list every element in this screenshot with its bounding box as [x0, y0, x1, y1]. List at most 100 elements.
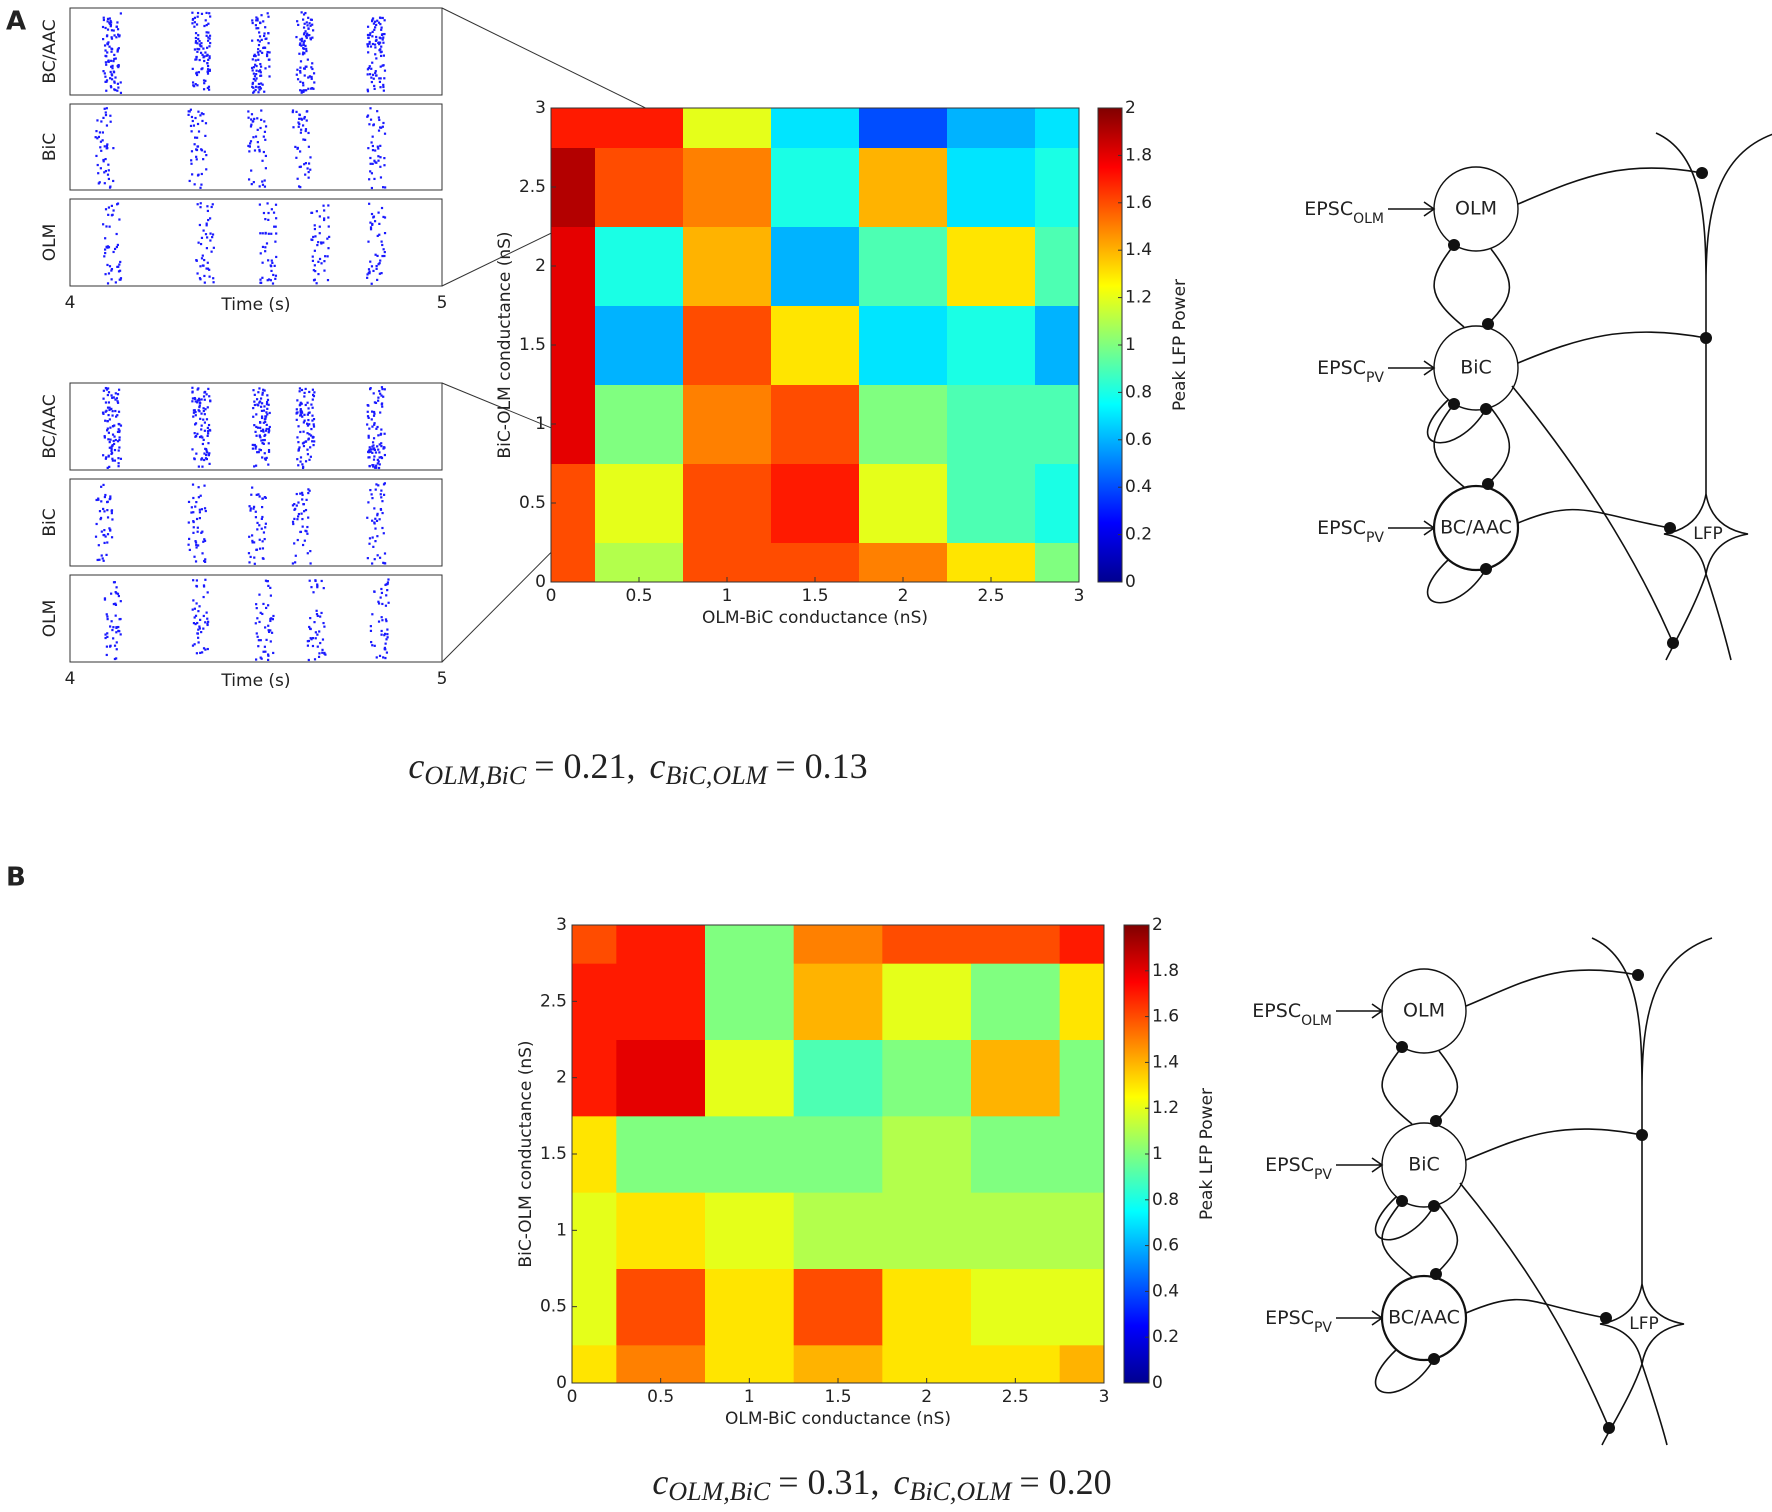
spike [195, 259, 198, 262]
spike [108, 418, 111, 421]
spike [297, 441, 300, 444]
spike [115, 631, 118, 634]
spike [258, 538, 261, 541]
spike [383, 19, 386, 22]
x-tick-label: 2 [898, 586, 909, 606]
spike [370, 172, 374, 175]
spike [327, 216, 330, 219]
spike [108, 441, 111, 444]
spike [273, 264, 276, 267]
spike [296, 538, 299, 542]
spike [298, 43, 302, 46]
spike [300, 91, 303, 94]
heat-cell [1059, 1192, 1105, 1269]
spike [203, 507, 207, 510]
spike [191, 81, 195, 84]
spike [205, 611, 208, 614]
spike [373, 590, 376, 593]
heat-cell [971, 925, 1061, 964]
spike [197, 628, 200, 631]
spike [383, 231, 387, 235]
spike [323, 209, 326, 212]
spike [111, 67, 114, 70]
spike [105, 645, 109, 648]
y-tick-label: 2.5 [540, 991, 567, 1011]
spike [202, 409, 205, 413]
spike [200, 435, 203, 438]
input-label: EPSCPV [1265, 1307, 1332, 1337]
spike [380, 587, 383, 591]
spike [200, 42, 203, 45]
spike [205, 393, 208, 396]
spike [194, 614, 198, 617]
spike [200, 508, 204, 511]
spike [366, 33, 370, 37]
spike [257, 451, 260, 454]
spike [104, 208, 108, 211]
y-tick-label: 3 [556, 915, 567, 935]
spike [368, 427, 371, 430]
colorbar-tick-label: 2 [1152, 915, 1163, 935]
spike [317, 260, 320, 263]
spike [263, 120, 266, 123]
spike [116, 265, 119, 269]
spike [106, 632, 109, 635]
spike [317, 272, 320, 276]
heat-cell [1035, 226, 1080, 306]
spike [196, 432, 199, 435]
spike [306, 453, 310, 456]
spike [378, 456, 381, 459]
spike [381, 619, 384, 622]
spike [380, 496, 383, 499]
spike [311, 255, 314, 258]
spike [199, 242, 203, 246]
spike [115, 25, 118, 28]
spike [301, 525, 304, 528]
spike [250, 66, 254, 70]
spike [312, 591, 315, 594]
spike [252, 415, 255, 418]
x-tick-label: 4 [65, 293, 76, 313]
spike [106, 406, 110, 409]
spike [296, 515, 300, 518]
spike [110, 37, 114, 40]
spike [193, 616, 196, 619]
panel-label: A [6, 7, 26, 37]
spike [373, 28, 376, 31]
spike [264, 167, 267, 170]
spike [117, 86, 120, 89]
spike [117, 625, 120, 629]
spike [191, 18, 194, 21]
heat-cell [947, 463, 1036, 543]
spike [303, 395, 306, 398]
spike [296, 458, 299, 461]
spike [193, 396, 196, 400]
spike [110, 269, 113, 272]
heat-cell [971, 963, 1061, 1040]
spike [375, 267, 378, 270]
spike [117, 422, 120, 426]
spike [379, 411, 382, 414]
spike [301, 493, 304, 497]
spike [373, 558, 376, 561]
spike [259, 278, 262, 281]
spike [252, 181, 255, 184]
spike [190, 159, 193, 162]
spike [103, 44, 107, 47]
spike [253, 75, 257, 78]
spike [109, 114, 112, 117]
spike [252, 66, 255, 69]
spike [302, 465, 305, 468]
projection [1465, 1128, 1643, 1161]
spike [301, 415, 304, 418]
spike [104, 80, 107, 83]
heat-cell [771, 226, 860, 306]
spike [270, 259, 273, 262]
spike [108, 498, 111, 501]
spike [382, 121, 385, 125]
spike [299, 60, 303, 63]
spike [368, 446, 371, 449]
y-tick-label: 3 [535, 98, 546, 118]
spike [259, 611, 262, 614]
spike [206, 434, 209, 437]
